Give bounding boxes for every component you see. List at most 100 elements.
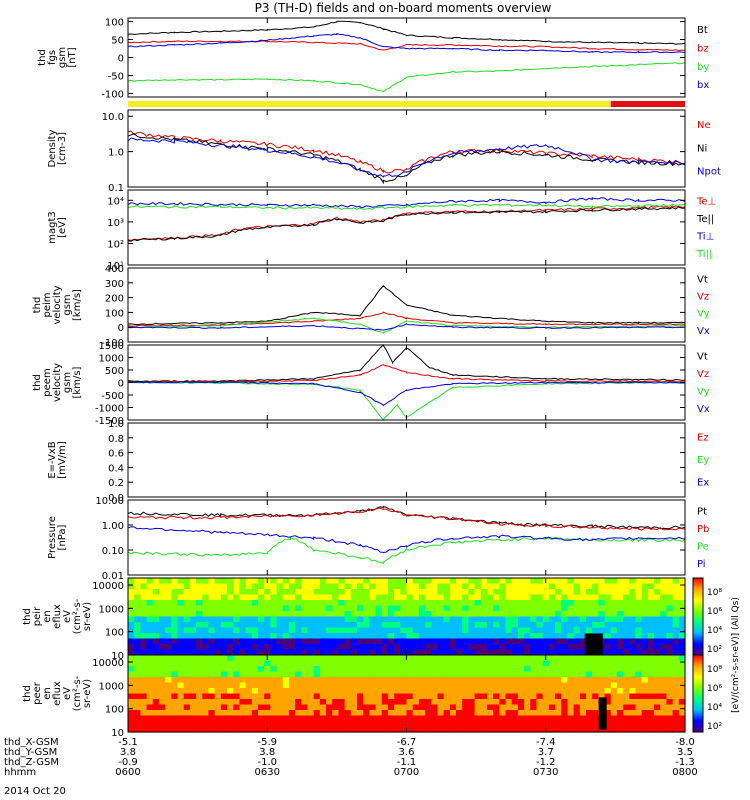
spectrogram-cell bbox=[387, 611, 395, 618]
spectrogram-cell bbox=[505, 671, 513, 678]
spectrogram-cell bbox=[511, 583, 519, 590]
spectrogram-cell bbox=[579, 605, 587, 612]
spectrogram-cell bbox=[140, 677, 148, 684]
spectrogram-cell bbox=[146, 583, 154, 590]
spectrogram-cell bbox=[462, 688, 469, 695]
spectrogram-cell bbox=[567, 726, 575, 733]
spectrogram-cell bbox=[295, 688, 302, 695]
spectrogram-cell bbox=[536, 594, 544, 601]
y-axis-label: thd bbox=[32, 297, 43, 314]
spectrogram-cell bbox=[536, 583, 544, 590]
spectrogram-cell bbox=[257, 594, 265, 601]
spectrogram-cell bbox=[555, 633, 562, 640]
spectrogram-cell bbox=[387, 600, 395, 607]
y-axis-label: gsm bbox=[57, 47, 68, 68]
spectrogram-cell bbox=[183, 677, 191, 684]
spectrogram-cell bbox=[468, 677, 476, 684]
spectrogram-cell bbox=[486, 578, 494, 585]
spectrogram-cell bbox=[270, 578, 278, 585]
spectrogram-cell bbox=[431, 677, 439, 684]
spectrogram-cell bbox=[196, 699, 203, 706]
spectrogram-cell bbox=[486, 715, 494, 722]
spectrogram-cell bbox=[524, 682, 531, 689]
spectrogram-cell bbox=[214, 589, 222, 596]
spectrogram-cell bbox=[635, 622, 643, 629]
spectrogram-cell bbox=[245, 616, 253, 623]
spectrogram-cell bbox=[412, 682, 420, 689]
spectrogram-cell bbox=[387, 627, 395, 634]
spectrogram-cell bbox=[387, 671, 395, 678]
spectrogram-cell bbox=[319, 622, 327, 629]
spectrogram-cell bbox=[406, 611, 414, 618]
y-tick-label: -50 bbox=[108, 71, 124, 82]
spectrogram-cell bbox=[449, 600, 457, 607]
spectrogram-cell bbox=[623, 693, 630, 700]
spectrogram-cell bbox=[369, 616, 377, 623]
spectrogram-cell bbox=[505, 721, 513, 728]
spectrogram-cell bbox=[165, 688, 172, 695]
spectrogram-cell bbox=[666, 677, 674, 684]
spectrogram-cell bbox=[678, 649, 686, 656]
spectrogram-cell bbox=[276, 655, 284, 662]
spectrogram-cell bbox=[220, 677, 228, 684]
spectrogram-cell bbox=[233, 649, 240, 656]
spectrogram-cell bbox=[146, 605, 154, 612]
ephemeris-row-name: hhmm bbox=[4, 767, 36, 778]
spectrogram-cell bbox=[307, 699, 315, 706]
spectrogram-cell bbox=[610, 605, 618, 612]
legend-bz: bz bbox=[697, 43, 709, 54]
spectrogram-cell bbox=[134, 677, 141, 684]
spectrogram-cell bbox=[517, 715, 525, 722]
y-axis-label: velocity bbox=[52, 363, 63, 402]
spectrogram-cell bbox=[678, 616, 686, 623]
spectrogram-cell bbox=[604, 666, 612, 673]
mode-bar-yellow bbox=[128, 101, 611, 107]
spectrogram-cell bbox=[189, 721, 197, 728]
spectrogram-cell bbox=[530, 600, 538, 607]
y-axis-label: sr-eV) bbox=[82, 602, 93, 631]
spectrogram-cell bbox=[406, 666, 414, 673]
spectrogram-cell bbox=[301, 704, 309, 711]
spectrogram-cell bbox=[177, 611, 185, 618]
spectrogram-cell bbox=[400, 594, 408, 601]
spectrogram-cell bbox=[270, 688, 278, 695]
spectrogram-cell bbox=[604, 605, 612, 612]
spectrogram-cell bbox=[598, 682, 606, 689]
spectrogram-cell bbox=[505, 693, 513, 700]
y-tick-label: 10 bbox=[111, 651, 124, 662]
spectrogram-cell bbox=[567, 638, 575, 645]
spectrogram-cell bbox=[499, 710, 507, 717]
spectrogram-cell bbox=[641, 726, 649, 733]
spectrogram-cell bbox=[511, 688, 519, 695]
spectrogram-cell bbox=[375, 600, 383, 607]
spectrogram-cell bbox=[406, 671, 414, 678]
spectrogram-cell bbox=[270, 644, 278, 651]
spectrogram-cell bbox=[456, 660, 463, 667]
series-line-by bbox=[127, 62, 686, 92]
spectrogram-cell bbox=[672, 688, 680, 695]
spectrogram-cell bbox=[233, 583, 240, 590]
spectrogram-cell bbox=[196, 583, 203, 590]
spectrogram-cell bbox=[239, 710, 247, 717]
spectrogram-cell bbox=[350, 699, 358, 706]
spectrogram-cell bbox=[239, 699, 247, 706]
spectrogram-cell bbox=[499, 627, 507, 634]
spectrogram-cell bbox=[183, 671, 191, 678]
spectrogram-cell bbox=[276, 583, 284, 590]
spectrogram-cell bbox=[418, 721, 426, 728]
spectrogram-cell bbox=[282, 693, 290, 700]
spectrogram-cell bbox=[468, 633, 476, 640]
spectrogram-cell bbox=[524, 594, 531, 601]
spectrogram-cell bbox=[579, 710, 587, 717]
spectrogram-cell bbox=[394, 688, 401, 695]
spectrogram-cell bbox=[536, 682, 544, 689]
spectrogram-cell bbox=[666, 589, 674, 596]
spectrogram-cell bbox=[666, 660, 674, 667]
spectrogram-cell bbox=[524, 699, 531, 706]
spectrogram-cell bbox=[456, 710, 463, 717]
spectrogram-cell bbox=[196, 715, 203, 722]
spectrogram-cell bbox=[165, 578, 172, 585]
spectrogram-cell bbox=[456, 622, 463, 629]
spectrogram-cell bbox=[134, 699, 141, 706]
spectrogram-cell bbox=[431, 710, 439, 717]
